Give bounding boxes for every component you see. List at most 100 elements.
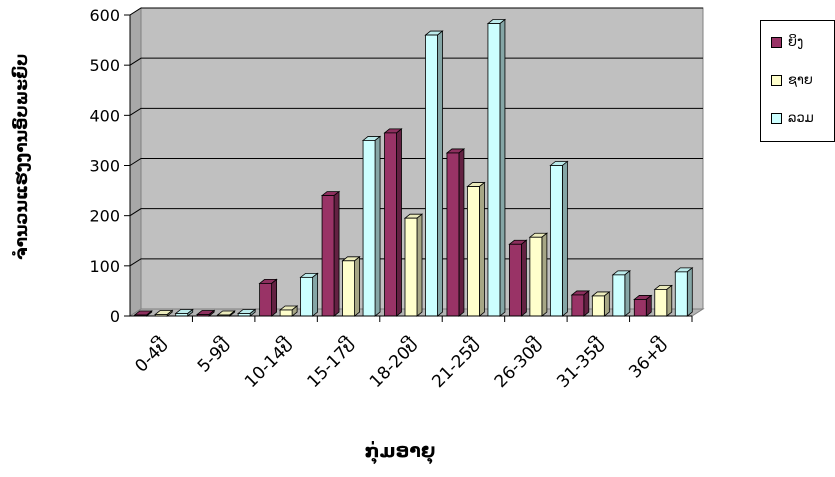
y-tick-label: 300 [89,157,120,176]
legend-item-series-2: ລວມ [771,110,814,126]
bar-front [571,294,585,317]
bar-front [654,289,668,317]
bar-1-8 [653,284,673,317]
bar-side [686,267,693,317]
bar-front [612,274,626,317]
bar-1-5 [466,181,486,317]
y-tick-label: 600 [89,6,120,25]
bar-0-4 [383,128,403,317]
bar-0-6 [508,239,528,317]
legend: ຍິງ ຊາຍ ລວມ [760,20,835,142]
gridline-500 [129,57,703,66]
bars [133,18,694,317]
bar-side [561,160,568,317]
bar-front [384,132,397,317]
legend-item-series-1: ຊາຍ [771,72,813,88]
bar-side [583,290,590,317]
x-tick-label: 5-9ປີ [192,333,235,376]
bar-1-2 [278,305,299,317]
legend-label-1: ຊາຍ [788,72,813,88]
bar-front [633,299,647,317]
bar-1-0 [154,309,174,317]
bar-front [674,271,688,317]
x-tick-label: 36+ປີ [623,333,672,382]
bar-front [300,276,314,317]
x-tick-label: 0-4ປີ [129,333,172,376]
bar-front [508,243,522,317]
bar-side [499,18,506,317]
bar-2-2 [299,272,319,317]
bar-0-8 [633,294,653,317]
bar-side [354,255,360,317]
bar-side [374,135,381,317]
bar-side [271,278,278,317]
x-tick-labels: 0-4ປີ 5-9ປີ 10-14ປີ 15-17ປີ 18-20ປີ 21-25ປີ 26… [129,333,672,392]
bar-front [404,217,418,317]
gridline-200 [129,208,703,217]
bar-front [362,140,376,317]
bar-side [603,291,610,317]
bar-1-1 [216,310,236,317]
bar-2-7 [611,270,631,317]
y-tick-label: 200 [89,207,120,226]
x-tick-label: 31-35ປີ [551,333,610,392]
bar-front [425,34,438,317]
legend-swatch-1 [771,74,782,86]
bar-0-5 [445,148,466,317]
bar-0-2 [258,278,278,317]
y-tick-labels: 0 100 200 300 400 500 600 [89,6,120,326]
bar-front [467,186,480,317]
bar-front [259,282,273,317]
bar-front [279,309,293,317]
bar-side [666,284,673,317]
gridline-400 [129,107,703,116]
y-tick-label: 100 [89,257,120,276]
bar-2-0 [174,308,194,317]
bar-1-7 [591,291,611,317]
bar-0-7 [570,290,590,317]
bar-side [479,181,485,317]
bar-2-5 [486,18,507,317]
bar-front [321,195,335,317]
bar-side [437,30,443,317]
bar-2-8 [674,267,694,317]
axes [124,14,693,322]
bar-2-6 [549,160,569,317]
bar-front [487,23,501,317]
bar-0-3 [320,190,341,317]
bar-1-4 [403,213,424,317]
bar-side [396,128,402,317]
x-tick-label: 26-30ປີ [489,333,548,392]
bar-side [333,190,340,317]
y-axis-label: ຈຳນວນແຮງງານອົບພະຍົບ [12,53,32,260]
bar-1-3 [341,255,361,317]
bar-front [549,165,563,317]
bar-side [416,213,423,317]
bar-front [342,260,355,317]
legend-swatch-2 [771,112,782,124]
x-tick-label: 15-17ປີ [301,333,360,392]
bar-side [645,294,652,317]
bar-front [529,236,543,317]
gridline-300 [129,158,703,166]
bar-front [446,152,460,317]
bar-side [458,148,465,317]
legend-item-series-0: ຍິງ [771,34,803,50]
x-axis-label: ກຸ່ມອາຍຸ [364,440,436,462]
y-tick-label: 500 [89,56,120,75]
gridline-600 [129,7,703,16]
x-tick-label: 10-14ປີ [239,333,298,392]
x-tick-label: 18-20ປີ [364,333,423,392]
bar-1-6 [528,232,549,317]
bar-side [624,270,631,317]
y-tick-label: 400 [89,106,120,125]
legend-label-2: ລວມ [788,110,814,126]
legend-swatch-0 [771,36,782,48]
bar-2-3 [361,135,382,317]
bar-side [520,239,527,317]
x-tick-label: 21-25ປີ [426,333,485,392]
gridlines [129,7,703,267]
bar-front [591,295,605,317]
y-tick-label: 0 [110,307,120,326]
